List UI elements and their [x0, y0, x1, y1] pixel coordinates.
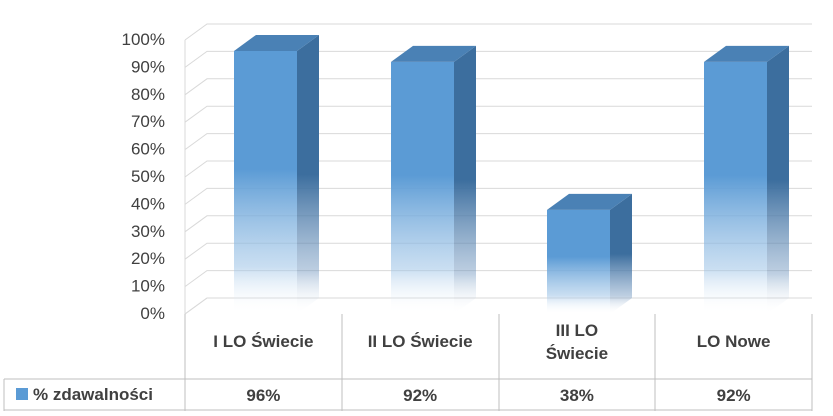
bar-side: [610, 193, 632, 314]
gridline: [184, 105, 812, 123]
category-label: Świecie: [546, 344, 608, 363]
bar-side: [454, 45, 476, 315]
value-label: 96%: [246, 386, 280, 405]
y-tick-label: 100%: [122, 30, 165, 49]
bar-front: [704, 61, 767, 314]
y-tick-label: 80%: [131, 85, 165, 104]
y-tick-label: 90%: [131, 57, 165, 76]
bar-top: [704, 45, 789, 62]
series-name: % zdawalności: [33, 385, 153, 404]
bar-front: [234, 50, 297, 315]
value-label: 38%: [560, 386, 594, 405]
gridline: [184, 160, 812, 178]
category-label: I LO Świecie: [213, 332, 313, 351]
gridline: [184, 23, 812, 41]
bar-front: [391, 61, 454, 314]
legend-key: [16, 388, 28, 400]
value-label: 92%: [717, 386, 751, 405]
y-tick-label: 60%: [131, 140, 165, 159]
bar: [547, 193, 632, 314]
gridline: [184, 133, 812, 151]
gridline: [184, 78, 812, 96]
y-tick-label: 0%: [140, 304, 165, 323]
y-tick-label: 40%: [131, 194, 165, 213]
gridline: [184, 187, 812, 205]
bar: [391, 45, 476, 315]
bar-side: [767, 45, 789, 315]
y-tick-label: 50%: [131, 167, 165, 186]
bar-top: [547, 193, 632, 210]
floor-edge: [184, 297, 208, 315]
y-tick-label: 30%: [131, 222, 165, 241]
bar: [704, 45, 789, 315]
y-tick-label: 70%: [131, 112, 165, 131]
category-label: II LO Świecie: [368, 332, 473, 351]
category-label: III LO: [556, 321, 599, 340]
bar-top: [234, 34, 319, 51]
bar-side: [297, 34, 319, 315]
category-label: LO Nowe: [697, 332, 771, 351]
y-tick-label: 20%: [131, 249, 165, 268]
bar-front: [547, 209, 610, 314]
gridline: [184, 50, 812, 68]
y-tick-label: 10%: [131, 277, 165, 296]
bar: [234, 34, 319, 315]
value-label: 92%: [403, 386, 437, 405]
bar-top: [391, 45, 476, 62]
